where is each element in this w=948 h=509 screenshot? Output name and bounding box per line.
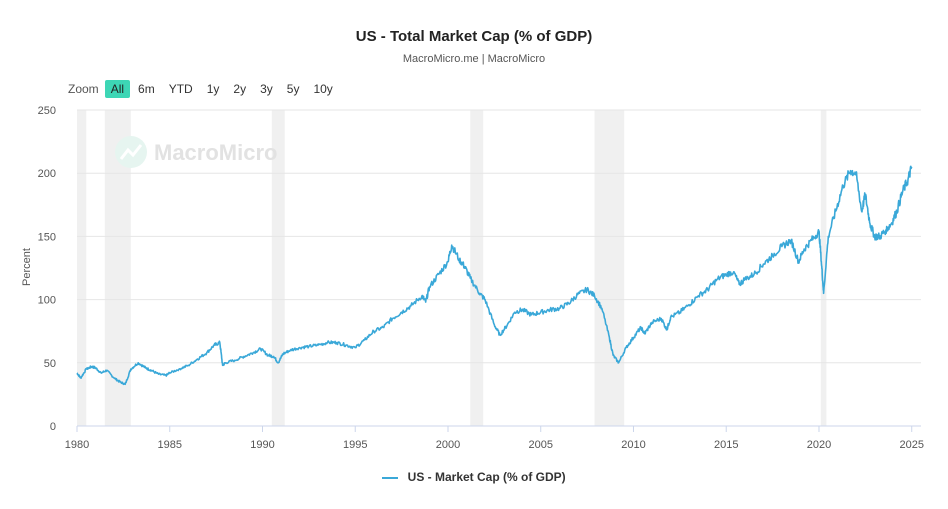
x-tick-label-2005: 2005 bbox=[528, 439, 552, 451]
zoom-6m-button[interactable]: 6m bbox=[138, 82, 155, 96]
y-tick-label-150: 150 bbox=[38, 231, 56, 243]
x-tick-label-1980: 1980 bbox=[65, 439, 89, 451]
legend-line-icon bbox=[382, 476, 399, 479]
x-tick-label-1985: 1985 bbox=[158, 439, 182, 451]
x-tick-label-2010: 2010 bbox=[621, 439, 645, 451]
series-layer bbox=[76, 165, 913, 386]
recession-band-4 bbox=[594, 110, 625, 426]
x-tick-label-2020: 2020 bbox=[807, 439, 831, 451]
legend[interactable]: US - Market Cap (% of GDP) bbox=[0, 470, 948, 484]
series-line-0 bbox=[76, 165, 913, 386]
y-tick-label-0: 0 bbox=[50, 421, 56, 433]
chart-title: US - Total Market Cap (% of GDP) bbox=[355, 28, 593, 45]
x-tick-label-1990: 1990 bbox=[250, 439, 274, 451]
legend-item-label: US - Market Cap (% of GDP) bbox=[407, 470, 566, 484]
watermark: MacroMicro bbox=[115, 136, 277, 168]
y-tick-label-200: 200 bbox=[38, 168, 56, 180]
chart-subtitle: MacroMicro.me | MacroMicro bbox=[402, 53, 546, 65]
zoom-label: Zoom bbox=[68, 82, 99, 96]
zoom-3y-button[interactable]: 3y bbox=[260, 82, 273, 96]
zoom-ytd-button[interactable]: YTD bbox=[168, 82, 193, 96]
x-tick-label-1995: 1995 bbox=[343, 439, 367, 451]
y-tick-label-250: 250 bbox=[38, 105, 56, 117]
recession-band-5 bbox=[820, 110, 827, 426]
y-tick-label-50: 50 bbox=[44, 358, 56, 370]
y-axis-label: Percent bbox=[21, 248, 33, 286]
y-tick-label-100: 100 bbox=[38, 295, 56, 307]
zoom-10y-button[interactable]: 10y bbox=[313, 82, 333, 96]
x-tick-label-2015: 2015 bbox=[714, 439, 738, 451]
x-tick-label-2025: 2025 bbox=[899, 439, 923, 451]
grid-lines bbox=[77, 109, 921, 364]
zoom-1y-button[interactable]: 1y bbox=[206, 82, 220, 96]
recession-bands bbox=[77, 110, 827, 426]
x-tick-label-2000: 2000 bbox=[436, 439, 460, 451]
axes: 0 50 100 150 200 250 1980 1985 1990 1995 2000 2005 2… bbox=[38, 105, 924, 451]
recession-band-2 bbox=[271, 110, 285, 426]
zoom-all-button[interactable]: All bbox=[104, 80, 131, 98]
watermark-text: MacroMicro bbox=[154, 140, 277, 165]
zoom-bar: Zoom All 6m YTD 1y 2y 3y 5y 10y bbox=[68, 79, 341, 99]
zoom-2y-button[interactable]: 2y bbox=[233, 82, 247, 96]
zoom-5y-button[interactable]: 5y bbox=[286, 82, 300, 96]
recession-band-3 bbox=[470, 110, 484, 426]
recession-band-0 bbox=[77, 110, 87, 426]
